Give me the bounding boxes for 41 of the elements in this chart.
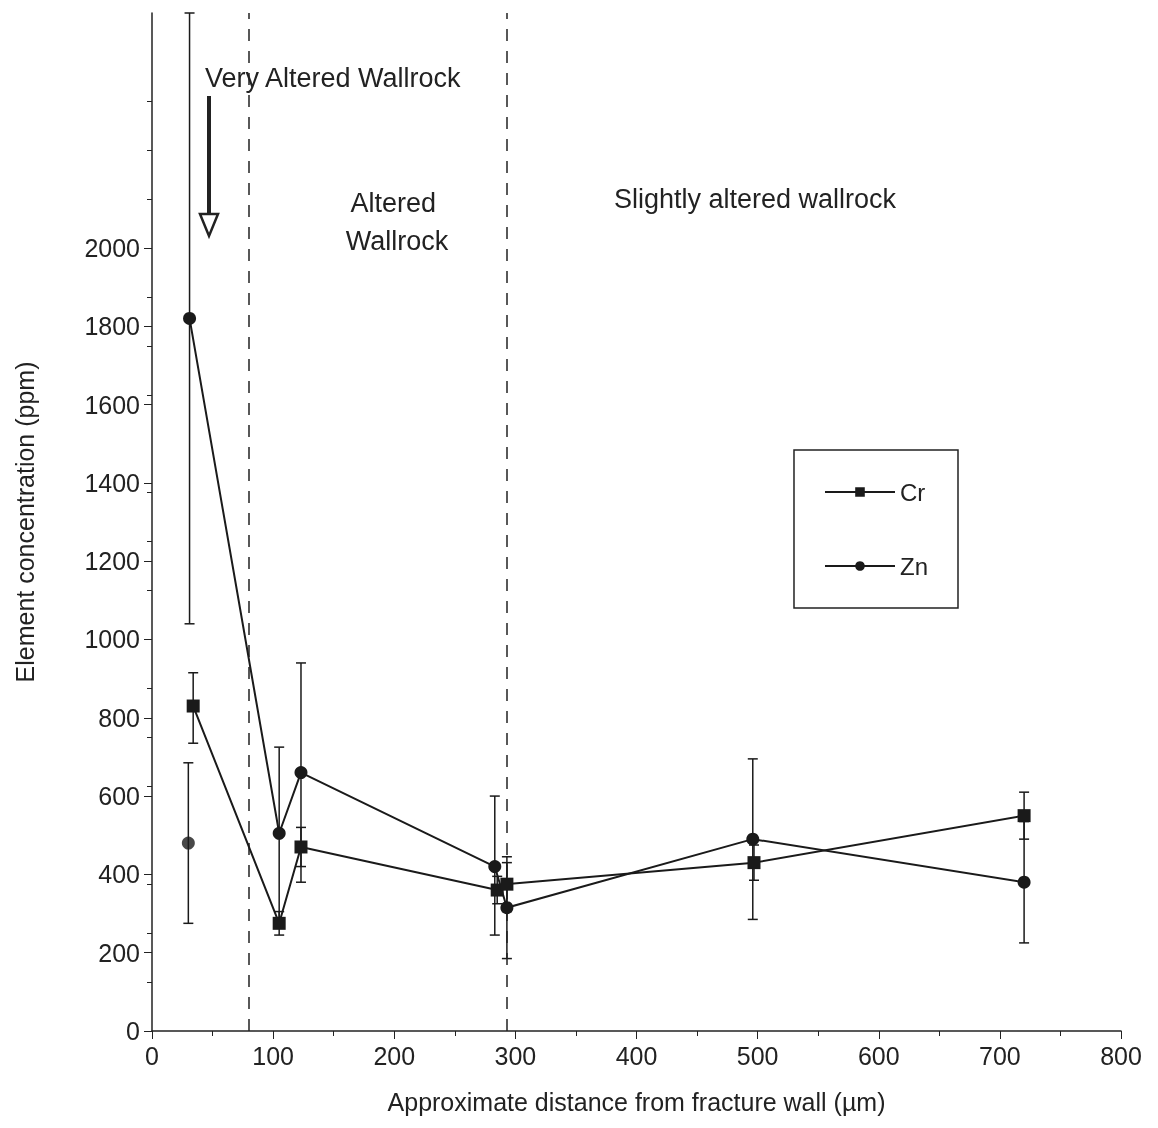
x-tick-label: 400 xyxy=(615,1041,658,1070)
x-tick-label: 0 xyxy=(145,1041,159,1070)
x-tick-label: 500 xyxy=(736,1041,779,1070)
annotation: Very Altered Wallrock xyxy=(205,63,462,93)
point xyxy=(183,311,197,325)
point xyxy=(747,856,761,870)
point xyxy=(186,699,200,713)
y-tick-label: 0 xyxy=(126,1017,140,1045)
x-tick-label: 100 xyxy=(252,1041,294,1070)
point xyxy=(294,840,308,854)
y-tick-label: 400 xyxy=(98,860,140,889)
y-axis-title: Element concentration (ppm) xyxy=(10,361,39,683)
annotation: Slightly altered wallrock xyxy=(613,184,897,214)
y-tick-label: 1800 xyxy=(84,312,140,341)
y-tick-label: 1200 xyxy=(84,547,140,576)
point xyxy=(181,836,195,850)
point xyxy=(294,766,308,780)
y-tick-label: 2000 xyxy=(84,233,140,262)
x-tick-label: 600 xyxy=(857,1041,900,1070)
y-tick-label: 800 xyxy=(98,703,140,732)
legend-label: Cr xyxy=(899,478,926,506)
x-tick-label: 700 xyxy=(979,1041,1021,1070)
y-tick-label: 200 xyxy=(98,938,140,967)
legend-label: Zn xyxy=(899,552,929,580)
point xyxy=(272,916,286,930)
point xyxy=(500,901,514,915)
point xyxy=(1017,809,1031,823)
x-axis-title: Approximate distance from fracture wall (µm) xyxy=(387,1087,886,1116)
x-tick-label: 200 xyxy=(373,1041,416,1070)
point xyxy=(746,832,760,846)
point xyxy=(1017,875,1031,889)
x-tick-label: 800 xyxy=(1100,1041,1142,1070)
y-tick-label: 600 xyxy=(98,782,140,811)
point xyxy=(272,826,286,840)
x-tick-label: 300 xyxy=(494,1041,537,1070)
annotation: Altered Wallrock xyxy=(345,188,449,256)
y-tick-label: 1400 xyxy=(84,468,140,497)
y-tick-label: 1600 xyxy=(84,390,140,419)
point xyxy=(488,860,502,874)
y-tick-label: 1000 xyxy=(84,625,140,654)
point xyxy=(500,877,514,891)
